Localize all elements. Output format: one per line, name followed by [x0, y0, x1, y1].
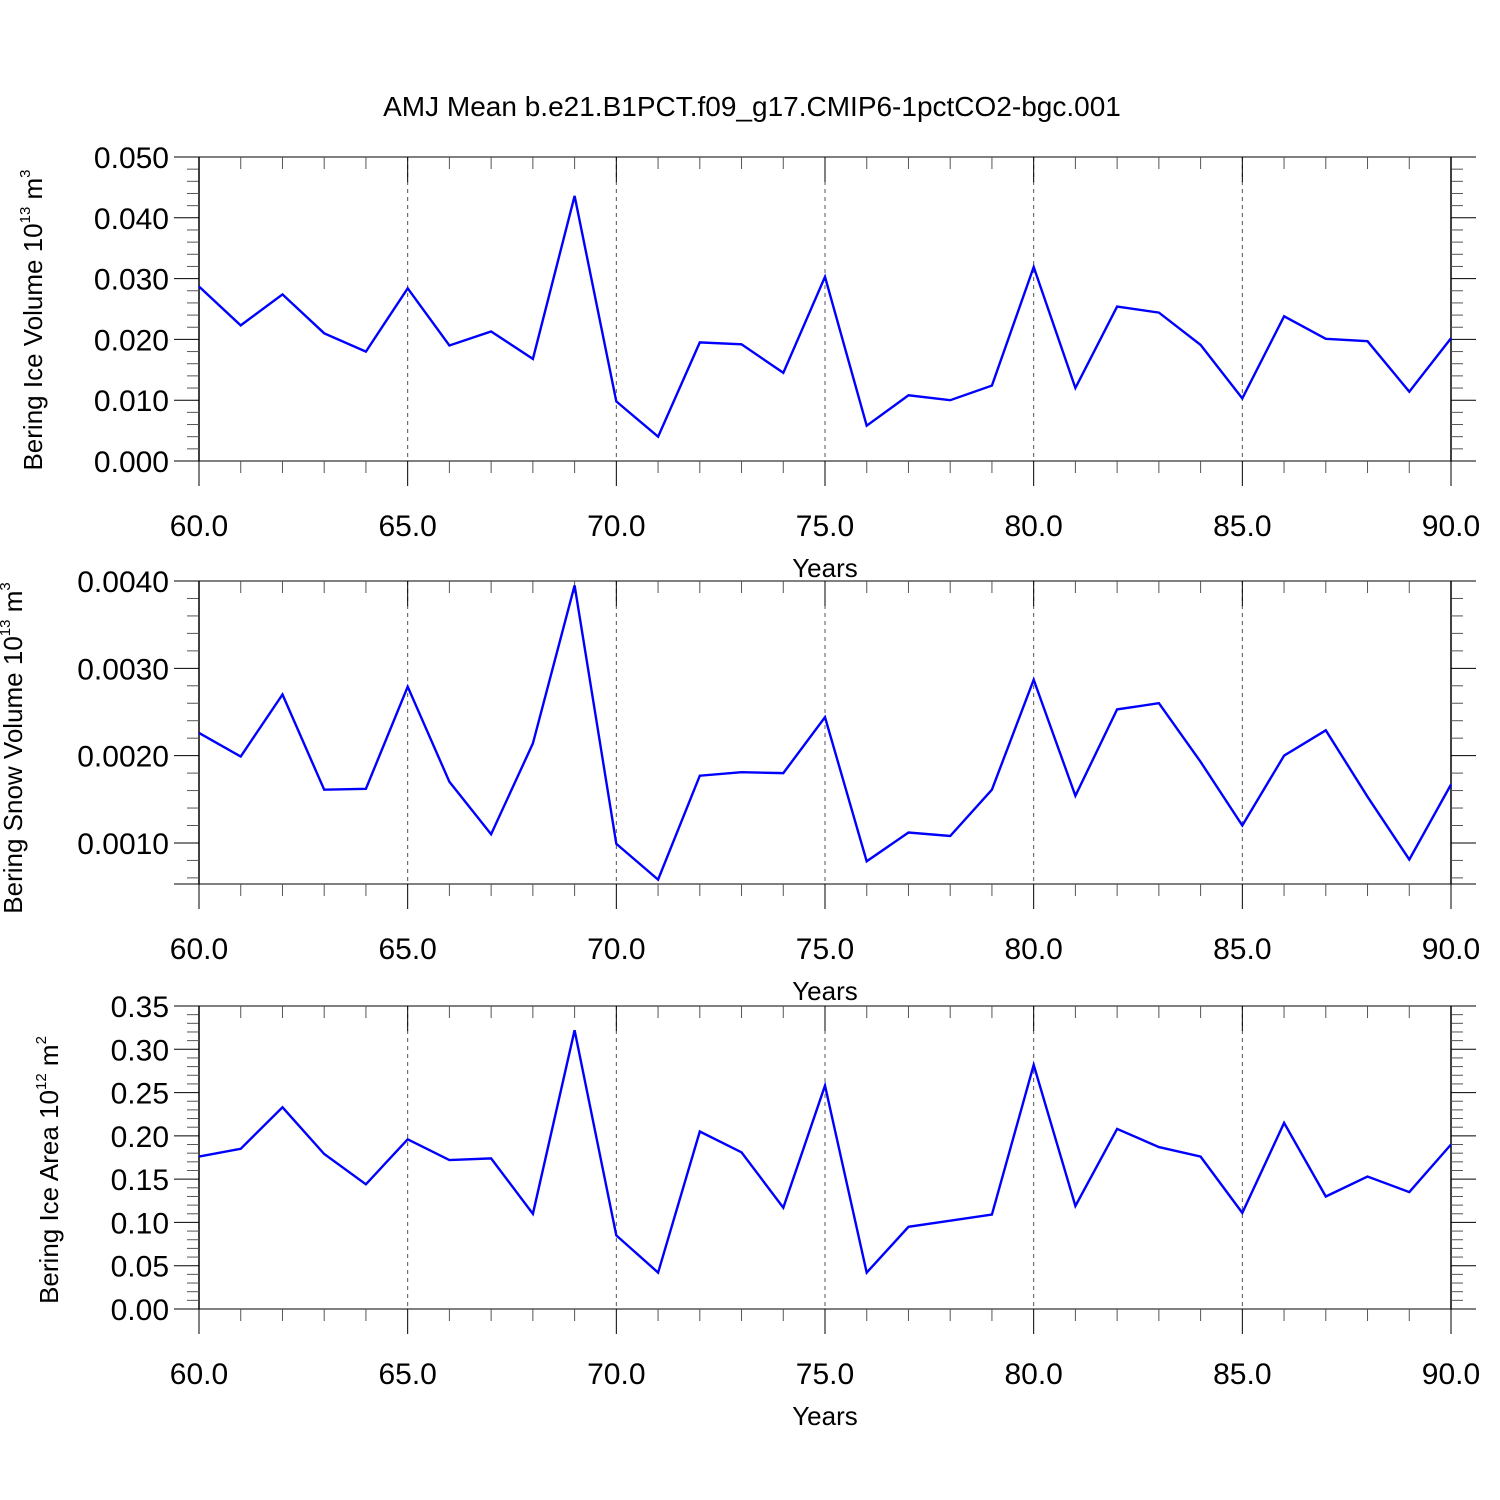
x-tick-label: 65.0	[378, 510, 436, 543]
series-line	[198, 585, 1453, 882]
x-axis-title: Years	[792, 976, 858, 1006]
y-tick-label: 0.15	[111, 1164, 169, 1197]
chart-panel-3: 0.00 0.05 0.10 0.15 0.20 0.25 0.30 0.35 60.0 65.0…	[33, 991, 1480, 1431]
y-axis-title: Bering Snow Volume 1013 m3	[0, 582, 28, 913]
x-tick-label: 90.0	[1422, 933, 1480, 966]
x-tick-label: 90.0	[1422, 510, 1480, 543]
x-axis-title: Years	[792, 553, 858, 583]
x-tick-label: 80.0	[1004, 933, 1062, 966]
x-tick-label: 85.0	[1213, 933, 1271, 966]
x-tick-label: 85.0	[1213, 1358, 1271, 1391]
x-tick-label: 60.0	[170, 510, 228, 543]
y-tick-label: 0.20	[111, 1121, 169, 1154]
figure-title: AMJ Mean b.e21.B1PCT.f09_g17.CMIP6-1pctC…	[383, 91, 1121, 122]
y-tick-label: 0.30	[111, 1034, 169, 1067]
y-tick-label: 0.010	[94, 385, 169, 418]
y-tick-label: 0.0010	[77, 828, 169, 861]
x-tick-label: 60.0	[170, 1358, 228, 1391]
series-line	[198, 1029, 1452, 1276]
y-axis-title: Bering Ice Volume 1013 m3	[17, 169, 48, 470]
x-tick-label: 75.0	[796, 1358, 854, 1391]
x-tick-label: 60.0	[170, 933, 228, 966]
x-tick-label: 75.0	[796, 510, 854, 543]
y-tick-label: 0.030	[94, 264, 169, 297]
y-tick-label: 0.10	[111, 1207, 169, 1240]
x-tick-label: 65.0	[378, 933, 436, 966]
y-tick-label: 0.050	[94, 142, 169, 175]
x-tick-label: 80.0	[1004, 1358, 1062, 1391]
chart-panel-1: 0.000 0.010 0.020 0.030 0.040 0.050 60.0 65.0 70…	[17, 142, 1480, 583]
x-tick-label: 75.0	[796, 933, 854, 966]
panels: 0.000 0.010 0.020 0.030 0.040 0.050 60.0 65.0 70…	[0, 142, 1480, 1431]
y-tick-label: 0.35	[111, 991, 169, 1024]
x-tick-label: 70.0	[587, 510, 645, 543]
chart-panel-2: 0.0010 0.0020 0.0030 0.0040 60.0 65.0 70.0 75.0…	[0, 566, 1480, 1006]
y-axis-title: Bering Ice Area 1012 m2	[33, 1036, 64, 1304]
y-tick-label: 0.000	[94, 446, 169, 479]
x-tick-label: 65.0	[378, 1358, 436, 1391]
series-line	[198, 195, 1452, 439]
y-tick-label: 0.0040	[77, 566, 169, 599]
x-tick-label: 70.0	[587, 933, 645, 966]
y-tick-label: 0.020	[94, 324, 169, 357]
y-tick-label: 0.040	[94, 203, 169, 236]
y-tick-label: 0.0030	[77, 653, 169, 686]
x-tick-label: 70.0	[587, 1358, 645, 1391]
y-tick-label: 0.25	[111, 1078, 169, 1111]
x-tick-label: 90.0	[1422, 1358, 1480, 1391]
y-tick-label: 0.00	[111, 1294, 169, 1327]
y-tick-label: 0.05	[111, 1251, 169, 1284]
x-tick-label: 80.0	[1004, 510, 1062, 543]
x-tick-label: 85.0	[1213, 510, 1271, 543]
x-axis-title: Years	[792, 1401, 858, 1431]
y-tick-label: 0.0020	[77, 741, 169, 774]
